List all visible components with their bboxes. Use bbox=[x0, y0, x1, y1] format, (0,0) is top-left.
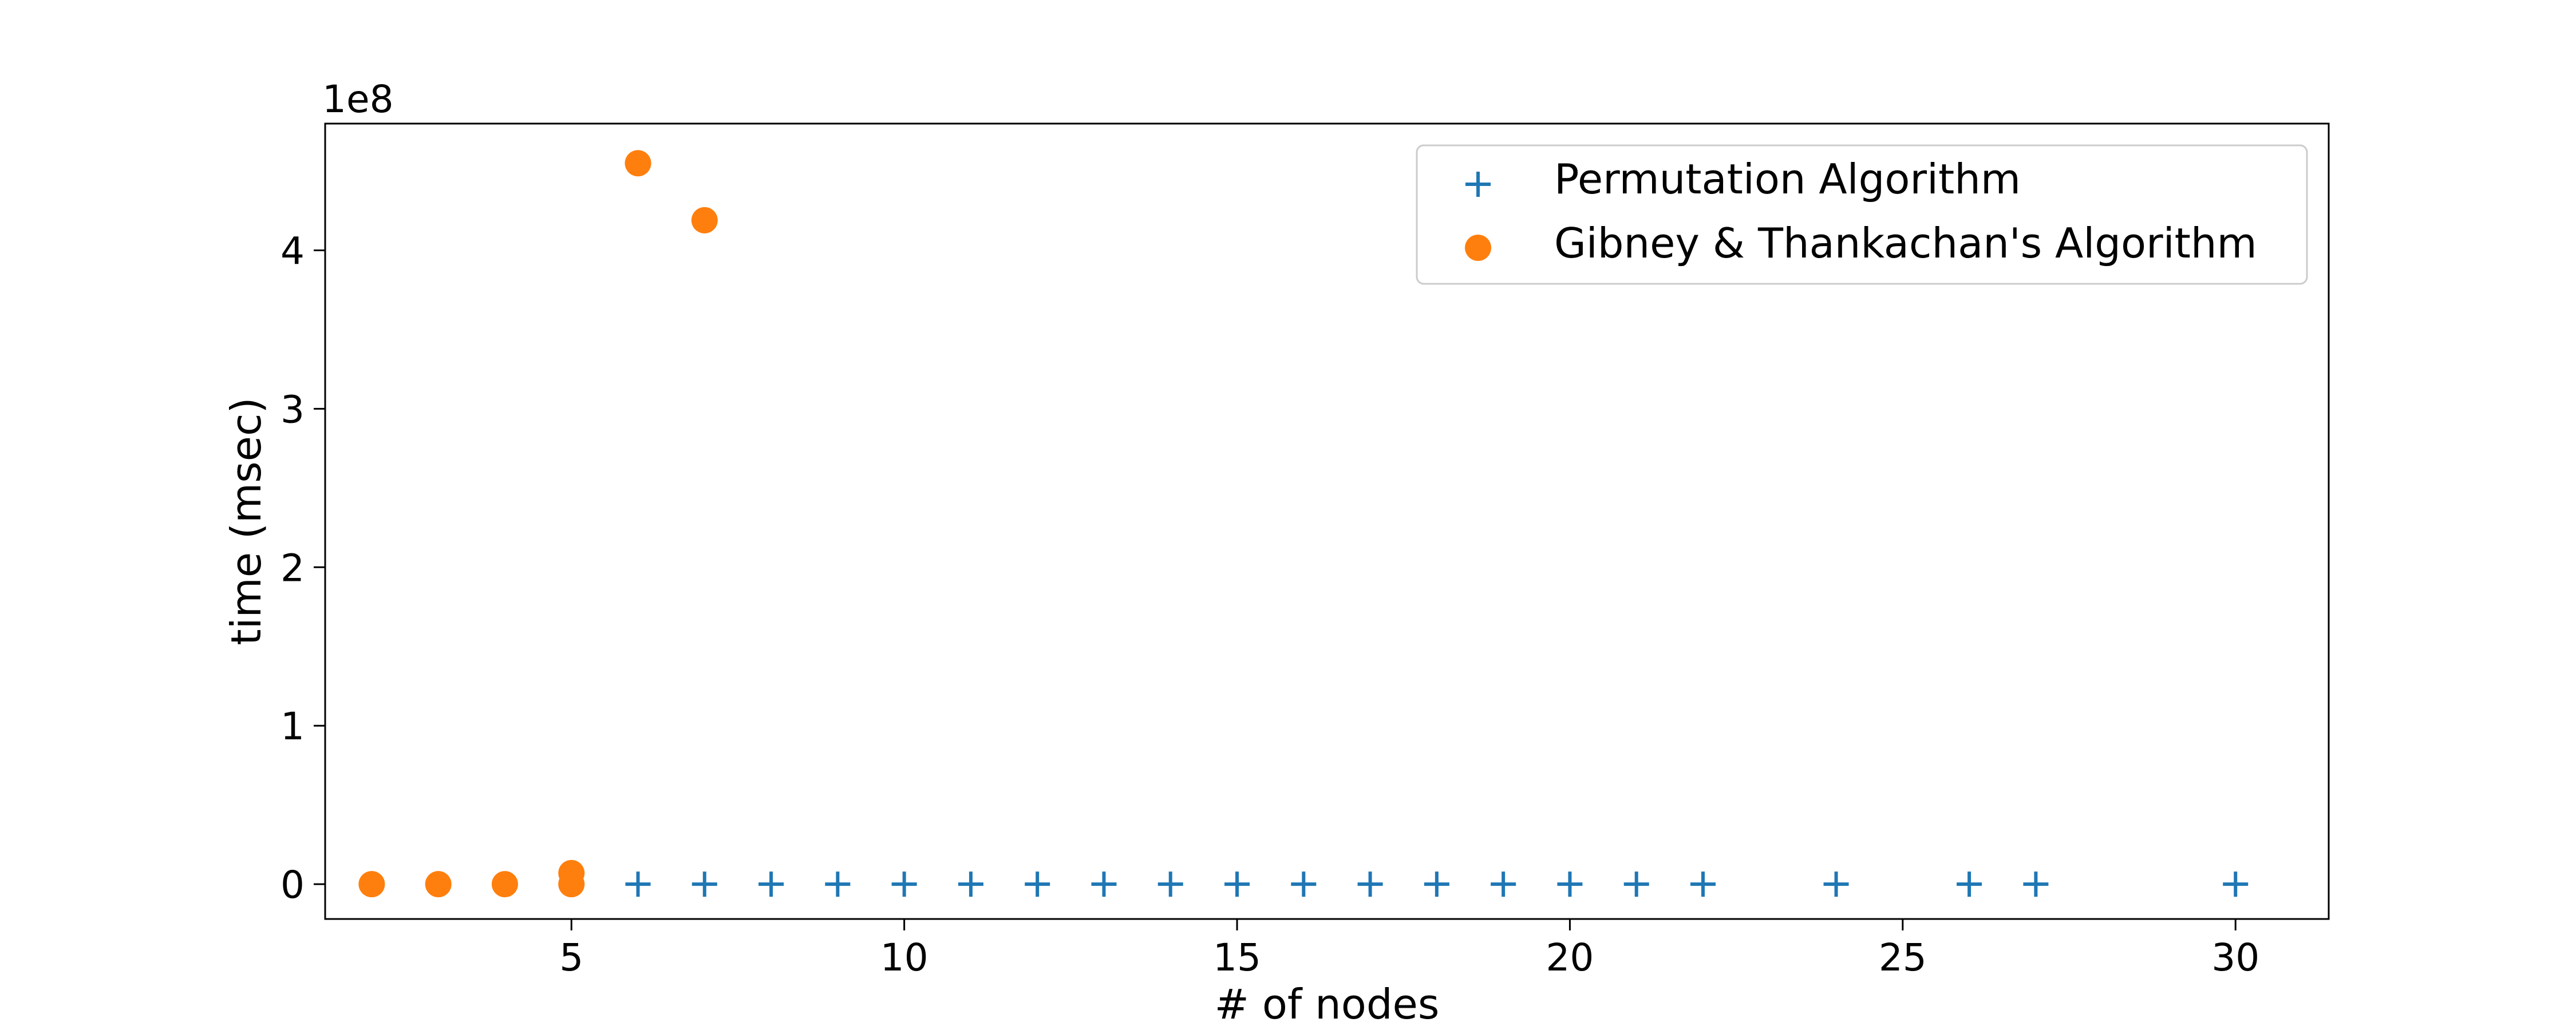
x-axis: 5 10 15 20 25 30 bbox=[559, 919, 2259, 980]
legend-plus-icon bbox=[1465, 172, 1491, 197]
x-tick-label: 30 bbox=[2211, 936, 2259, 980]
legend-label-permutation: Permutation Algorithm bbox=[1554, 155, 2021, 203]
data-point-permutation bbox=[1291, 871, 1317, 897]
x-tick-label: 15 bbox=[1213, 936, 1261, 980]
x-tick-label: 25 bbox=[1879, 936, 1927, 980]
data-point-permutation bbox=[1157, 871, 1183, 897]
data-point-permutation bbox=[1957, 871, 1982, 897]
data-point-permutation bbox=[1224, 871, 1250, 897]
y-tick-label: 3 bbox=[280, 387, 305, 431]
legend-circle-icon bbox=[1465, 235, 1491, 261]
legend-marker-gibney-thankachan bbox=[1465, 235, 1491, 261]
data-point-permutation bbox=[1025, 871, 1050, 897]
data-point-permutation bbox=[891, 871, 917, 897]
series-1 bbox=[358, 150, 718, 898]
data-point-permutation bbox=[825, 871, 851, 897]
data-point-gibney-thankachan bbox=[358, 871, 385, 898]
data-point-permutation bbox=[625, 871, 651, 897]
legend-marker-permutation bbox=[1465, 172, 1491, 197]
series-0 bbox=[625, 871, 2249, 897]
data-point-permutation bbox=[2023, 871, 2049, 897]
legend-label-gibney-thankachan: Gibney & Thankachan's Algorithm bbox=[1554, 219, 2257, 267]
data-point-gibney-thankachan bbox=[625, 150, 651, 177]
y-axis-label: time (msec) bbox=[222, 397, 270, 645]
data-point-permutation bbox=[692, 871, 717, 897]
data-point-permutation bbox=[958, 871, 983, 897]
data-point-permutation bbox=[1491, 871, 1516, 897]
x-tick-label: 20 bbox=[1546, 936, 1594, 980]
data-point-permutation bbox=[1623, 871, 1649, 897]
y-offset-label: 1e8 bbox=[322, 77, 394, 121]
data-point-permutation bbox=[1357, 871, 1383, 897]
data-point-gibney-thankachan bbox=[691, 207, 718, 233]
data-point-permutation bbox=[1690, 871, 1716, 897]
x-axis-label: # of nodes bbox=[1215, 980, 1440, 1028]
data-point-permutation bbox=[2223, 871, 2249, 897]
data-point-permutation bbox=[1091, 871, 1117, 897]
y-tick-label: 4 bbox=[280, 229, 305, 274]
data-point-gibney-thankachan bbox=[491, 871, 518, 898]
data-point-permutation bbox=[758, 871, 784, 897]
data-point-permutation bbox=[1823, 871, 1849, 897]
data-point-permutation bbox=[1424, 871, 1449, 897]
y-tick-label: 0 bbox=[280, 863, 305, 907]
x-tick-label: 10 bbox=[880, 936, 929, 980]
data-point-gibney-thankachan bbox=[558, 859, 585, 886]
y-tick-label: 1 bbox=[280, 704, 305, 748]
y-tick-label: 2 bbox=[280, 546, 305, 590]
y-axis: 0 1 2 3 4 bbox=[280, 229, 325, 907]
x-tick-label: 5 bbox=[559, 936, 583, 980]
series-layer bbox=[358, 150, 2249, 898]
legend: Permutation Algorithm Gibney & Thankacha… bbox=[1416, 144, 2308, 285]
legend-box bbox=[1416, 144, 2308, 285]
data-point-gibney-thankachan bbox=[425, 871, 452, 898]
data-point-permutation bbox=[1557, 871, 1583, 897]
